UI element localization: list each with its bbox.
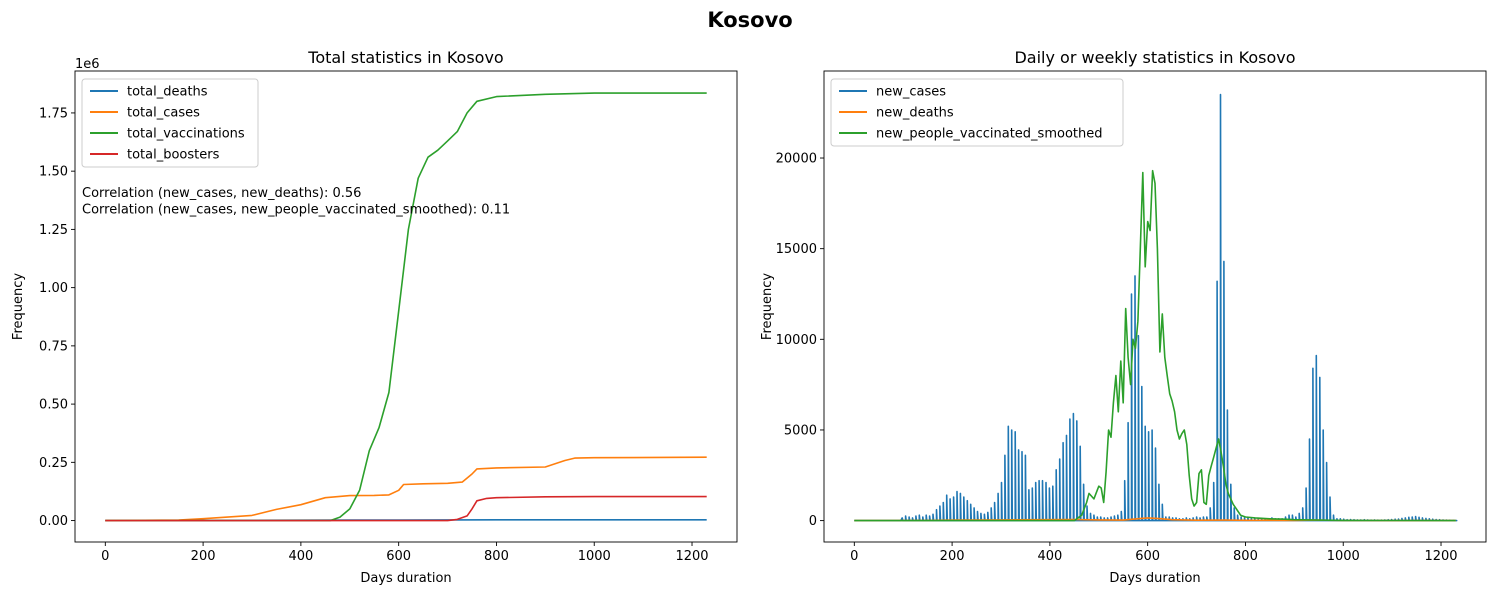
y-tick-label: 1.00 (39, 281, 68, 296)
x-tick-label: 800 (1233, 549, 1258, 564)
axes-frame (74, 70, 738, 543)
series-line-total_cases (105, 456, 707, 522)
y-tick-label: 20000 (776, 152, 817, 167)
legend-entry-new_cases: new_cases (876, 85, 946, 100)
legend-entry-new_people_vaccinated_smoothed: new_people_vaccinated_smoothed (876, 127, 1102, 142)
x-axis-label: Days duration (360, 571, 451, 586)
y-tick-label: 1.25 (39, 223, 68, 238)
y-tick-label: 0.75 (39, 339, 68, 354)
plot-area (105, 92, 707, 522)
legend: new_cases new_deaths new_people_vaccinated… (830, 78, 1124, 147)
x-tick-label: 1000 (1327, 549, 1360, 564)
y-tick-label: 0.00 (39, 514, 68, 529)
legend-entry-total_boosters: total_boosters (127, 148, 220, 163)
legend-box (81, 78, 259, 168)
y-tick-label: 0 (809, 514, 817, 529)
y-tick-label: 10000 (776, 333, 817, 348)
legend-entry-total_cases: total_cases (127, 106, 200, 121)
series-line-new_cases (854, 93, 1458, 522)
y-axis-label: Frequency (11, 273, 26, 340)
chart-panel-2: 0 200 400 600 800 1000 1200 0 5000 10000 15000 2000… (760, 48, 1487, 586)
y-tick-label: 5000 (784, 423, 817, 438)
x-tick-label: 600 (386, 549, 411, 564)
plot-area (854, 93, 1458, 522)
x-tick-label: 1200 (675, 549, 708, 564)
chart-panel-1: 0 200 400 600 800 1000 1200 0.00 0.25 0.50 0.75 1.0… (11, 48, 738, 586)
legend-entry-new_deaths: new_deaths (876, 106, 954, 121)
x-tick-label: 600 (1135, 549, 1160, 564)
x-tick-label: 800 (484, 549, 509, 564)
figure-title: Kosovo (707, 8, 793, 32)
x-tick-label: 200 (191, 549, 216, 564)
series-line-total_boosters (105, 495, 707, 522)
chart-title: Total statistics in Kosovo (307, 48, 503, 67)
x-tick-label: 0 (850, 549, 858, 564)
legend-entry-total_vaccinations: total_vaccinations (127, 127, 245, 142)
correlation-annotation: Correlation (new_cases, new_people_vacci… (82, 203, 510, 218)
x-tick-label: 1200 (1424, 549, 1457, 564)
series-line-total_vaccinations (105, 92, 707, 522)
x-tick-label: 1000 (578, 549, 611, 564)
series-line-new_people_vaccinated_smoothed (854, 169, 1456, 522)
correlation-annotation: Correlation (new_cases, new_deaths): 0.5… (82, 186, 361, 201)
y-tick-label: 0.25 (39, 456, 68, 471)
legend-box (830, 78, 1124, 147)
x-axis-label: Days duration (1109, 571, 1200, 586)
y-tick-label: 1.75 (39, 106, 68, 121)
y-tick-label: 15000 (776, 242, 817, 257)
x-tick-label: 200 (940, 549, 965, 564)
y-tick-label: 0.50 (39, 398, 68, 413)
x-tick-label: 0 (101, 549, 109, 564)
x-tick-label: 400 (1037, 549, 1062, 564)
legend-entry-total_deaths: total_deaths (127, 85, 208, 100)
axes-frame (823, 70, 1487, 543)
y-axis-label: Frequency (760, 273, 775, 340)
legend: total_deaths total_cases total_vaccination… (81, 78, 259, 168)
y-axis-multiplier: 1e6 (75, 57, 100, 72)
chart-title: Daily or weekly statistics in Kosovo (1014, 48, 1295, 67)
y-tick-label: 1.50 (39, 165, 68, 180)
x-tick-label: 400 (288, 549, 313, 564)
